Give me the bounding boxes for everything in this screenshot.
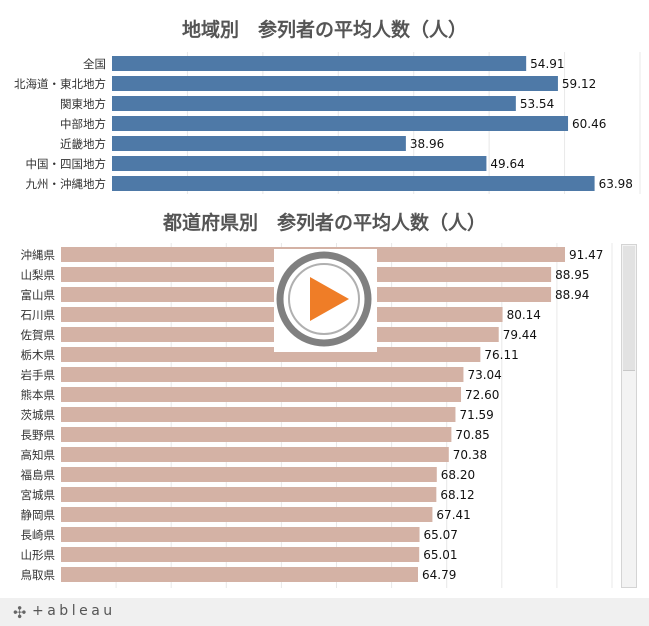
- bar: [61, 347, 481, 362]
- bar: [61, 447, 449, 462]
- category-label: 石川県: [21, 308, 56, 322]
- category-label: 北海道・東北地方: [14, 77, 106, 91]
- category-label: 関東地方: [60, 97, 106, 111]
- scrollbar-thumb[interactable]: [623, 246, 635, 371]
- bar: [112, 176, 595, 191]
- category-label: 沖縄県: [21, 248, 56, 262]
- chart-title-prefecture: 都道府県別 参列者の平均人数（人）: [162, 212, 486, 234]
- bar: [61, 567, 418, 582]
- category-label: 茨城県: [21, 408, 56, 422]
- play-button-icon: [276, 251, 372, 347]
- category-label: 高知県: [21, 448, 56, 462]
- value-label: 65.01: [423, 548, 457, 562]
- value-label: 64.79: [422, 568, 456, 582]
- category-label: 富山県: [21, 288, 56, 302]
- category-label: 全国: [83, 57, 106, 71]
- bar: [112, 116, 569, 131]
- value-label: 54.91: [530, 57, 564, 71]
- category-label: 長崎県: [21, 528, 56, 542]
- bar: [112, 156, 487, 171]
- value-label: 72.60: [465, 388, 499, 402]
- category-label: 静岡県: [21, 508, 56, 522]
- category-label: 栃木県: [21, 348, 56, 362]
- category-label: 九州・沖縄地方: [26, 177, 107, 191]
- bar: [61, 387, 462, 402]
- value-label: 65.07: [424, 528, 458, 542]
- category-label: 山形県: [21, 548, 56, 562]
- value-label: 70.85: [455, 428, 489, 442]
- category-label: 近畿地方: [60, 137, 106, 151]
- value-label: 88.94: [555, 288, 589, 302]
- bar: [61, 547, 420, 562]
- vertical-scrollbar[interactable]: [621, 244, 637, 588]
- category-label: 熊本県: [21, 388, 56, 402]
- value-label: 91.47: [569, 248, 603, 262]
- value-label: 73.04: [467, 368, 501, 382]
- value-label: 71.59: [459, 408, 493, 422]
- value-label: 63.98: [599, 177, 633, 191]
- play-button[interactable]: [274, 249, 377, 352]
- bar: [61, 367, 464, 382]
- value-label: 59.12: [562, 77, 596, 91]
- value-label: 80.14: [507, 308, 541, 322]
- bar: [112, 56, 527, 71]
- value-label: 79.44: [503, 328, 537, 342]
- bar: [61, 427, 452, 442]
- bar: [112, 96, 516, 111]
- chart-title-region: 地域別 参列者の平均人数（人）: [181, 19, 467, 41]
- category-label: 鳥取県: [21, 568, 56, 582]
- category-label: 長野県: [21, 428, 56, 442]
- charts-svg: 全国 54.91 北海道・東北地方 59.12 関東地方 53.54 中部地方 60.46 近畿…: [14, 52, 641, 588]
- value-label: 67.41: [436, 508, 470, 522]
- tableau-logo-icon[interactable]: ✣: [13, 603, 27, 622]
- value-label: 70.38: [453, 448, 487, 462]
- category-label: 佐賀県: [21, 328, 56, 342]
- value-label: 88.95: [555, 268, 589, 282]
- category-label: 中国・四国地方: [26, 157, 107, 171]
- bar: [112, 76, 558, 91]
- bar: [112, 136, 406, 151]
- value-label: 49.64: [490, 157, 524, 171]
- bar: [61, 527, 420, 542]
- value-label: 38.96: [410, 137, 444, 151]
- value-label: 68.12: [440, 488, 474, 502]
- bar: [61, 407, 456, 422]
- value-label: 76.11: [484, 348, 518, 362]
- category-label: 山梨県: [21, 268, 56, 282]
- bar: [61, 507, 433, 522]
- bar: [61, 487, 437, 502]
- category-label: 岩手県: [21, 368, 56, 382]
- bar: [61, 467, 437, 482]
- category-label: 中部地方: [60, 117, 106, 131]
- value-label: 53.54: [520, 97, 554, 111]
- value-label: 68.20: [441, 468, 475, 482]
- tableau-logo-text[interactable]: +ableau: [32, 603, 116, 619]
- category-label: 宮城県: [21, 488, 56, 502]
- category-label: 福島県: [21, 468, 56, 482]
- footer-bar: ✣ +ableau: [0, 598, 649, 626]
- value-label: 60.46: [572, 117, 606, 131]
